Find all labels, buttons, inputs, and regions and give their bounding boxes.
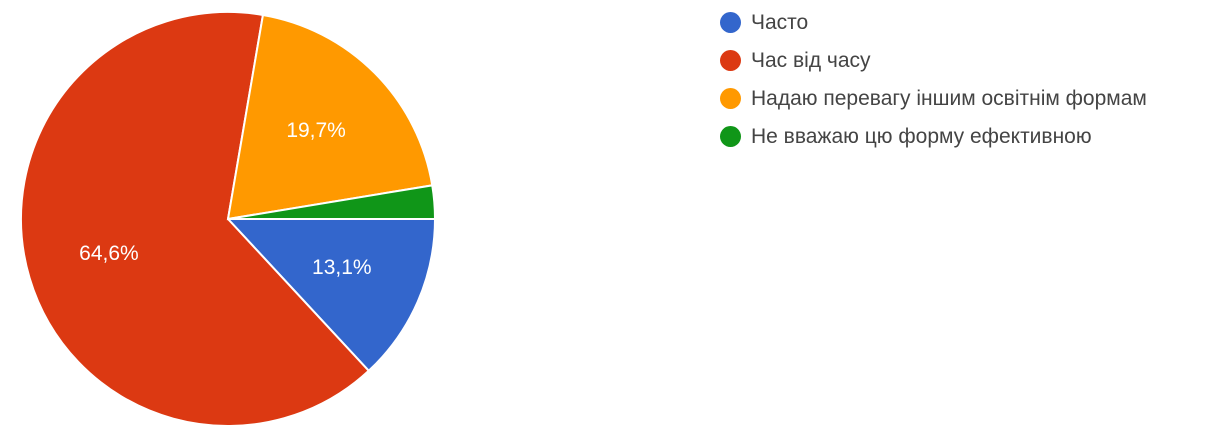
- pie-slice-2[interactable]: [20, 11, 371, 425]
- pie-slice-3[interactable]: [226, 13, 434, 221]
- slice-value-label-2: 64,6%: [79, 242, 139, 265]
- legend-item-3[interactable]: Надаю перевагу іншим освітнім формам: [720, 84, 1200, 114]
- legend-label-4: Не вважаю цю форму ефективною: [751, 125, 1092, 148]
- slice-value-label-3: 19,7%: [286, 119, 346, 142]
- slice-value-label-1: 13,1%: [312, 256, 372, 279]
- legend-swatch-2: [720, 50, 741, 71]
- pie-chart: 13,1% 64,6% 19,7%: [20, 11, 437, 425]
- pie-slice-4[interactable]: [227, 184, 437, 220]
- legend-swatch-4: [720, 126, 741, 147]
- legend-label-1: Часто: [751, 11, 809, 34]
- legend-item-1[interactable]: Часто: [720, 8, 1200, 38]
- legend-swatch-3: [720, 88, 741, 109]
- legend-label-2: Час від часу: [751, 49, 871, 72]
- pie-slice-1[interactable]: [225, 218, 437, 373]
- legend-item-2[interactable]: Час від часу: [720, 46, 1200, 76]
- chart-legend: Часто Час від часу Надаю перевагу іншим ос…: [720, 8, 1200, 160]
- legend-swatch-1: [720, 12, 741, 33]
- legend-item-4[interactable]: Не вважаю цю форму ефективною: [720, 122, 1200, 152]
- legend-label-3: Надаю перевагу іншим освітнім формам: [751, 87, 1147, 110]
